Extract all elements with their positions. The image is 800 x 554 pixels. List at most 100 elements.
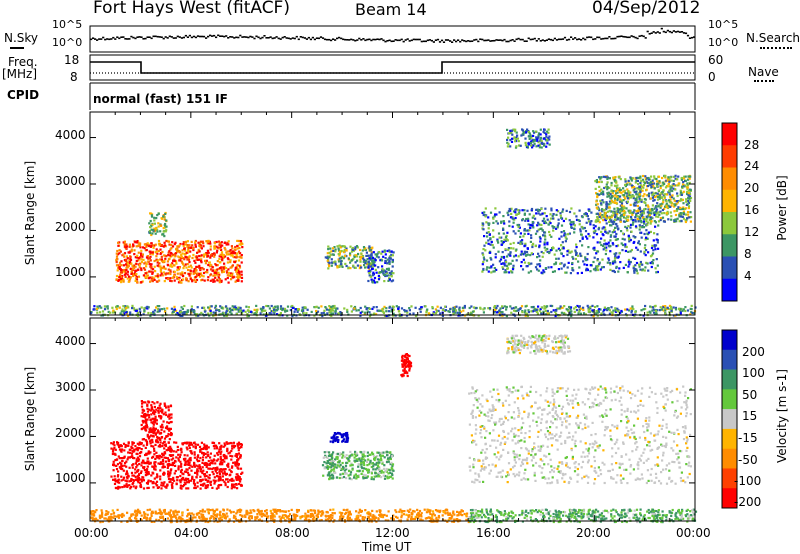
data-cell [584, 212, 587, 215]
data-cell [532, 134, 535, 137]
data-cell [534, 217, 537, 220]
data-cell [566, 253, 569, 256]
data-cell [628, 236, 631, 239]
data-cell [185, 277, 188, 280]
data-cell [230, 458, 233, 461]
data-cell [629, 223, 633, 226]
data-cell [142, 487, 146, 490]
data-cell [620, 191, 623, 194]
data-cell [537, 305, 540, 308]
data-cell [523, 228, 526, 231]
data-cell [327, 245, 330, 248]
data-cell [460, 310, 463, 313]
data-cell [384, 260, 387, 263]
data-cell [650, 265, 653, 269]
data-cell [644, 304, 647, 308]
data-cell [268, 312, 271, 315]
data-cell [488, 233, 491, 236]
data-cell [619, 220, 622, 223]
data-cell [349, 267, 352, 270]
data-cell [565, 271, 568, 274]
data-cell [164, 257, 167, 260]
data-cell [646, 262, 649, 265]
data-cell [153, 278, 156, 281]
data-cell [680, 198, 683, 201]
data-cell [141, 255, 144, 258]
data-cell [144, 272, 147, 275]
data-cell [657, 175, 661, 178]
data-cell [137, 257, 140, 260]
data-cell [197, 250, 200, 253]
data-cell [545, 306, 548, 309]
data-cell [186, 256, 189, 259]
data-cell [519, 253, 522, 256]
data-cell [117, 470, 120, 473]
data-cell [118, 261, 122, 264]
data-cell [673, 199, 676, 202]
data-cell [620, 214, 623, 217]
data-cell [225, 270, 228, 273]
data-cell [555, 249, 558, 252]
data-cell [634, 216, 637, 219]
data-cell [578, 305, 581, 308]
data-cell [494, 207, 497, 210]
data-cell [591, 309, 594, 312]
data-cell [653, 211, 656, 214]
noise-point [455, 40, 458, 43]
data-cell [196, 460, 199, 463]
data-cell [685, 200, 688, 203]
data-cell [492, 263, 495, 266]
data-cell [160, 308, 163, 311]
data-cell [586, 215, 589, 218]
data-cell [523, 229, 526, 232]
data-cell [620, 242, 623, 245]
data-cell [355, 309, 358, 312]
data-cell [543, 144, 546, 147]
data-cell [124, 444, 127, 447]
data-cell [178, 244, 181, 247]
data-cell [535, 208, 538, 211]
data-cell [571, 267, 574, 270]
data-cell [427, 312, 431, 315]
noise-point [471, 40, 474, 42]
data-cell [596, 314, 599, 317]
data-cell [535, 145, 538, 148]
data-cell [624, 243, 627, 246]
data-cell [612, 220, 616, 223]
data-cell [682, 181, 685, 184]
data-cell [487, 227, 490, 230]
data-cell [579, 252, 582, 255]
data-cell [234, 463, 237, 466]
data-cell [541, 212, 544, 215]
noise-point [269, 36, 272, 38]
data-cell [173, 308, 176, 311]
data-cell [390, 310, 393, 313]
data-cell [110, 475, 113, 478]
data-cell [237, 449, 240, 452]
data-cell [522, 258, 525, 261]
data-cell [182, 267, 185, 270]
data-cell [609, 244, 612, 248]
data-cell [601, 191, 604, 194]
data-cell [185, 256, 188, 259]
data-cell [552, 213, 555, 216]
noise-point [376, 38, 379, 40]
data-cell [687, 197, 690, 200]
data-cell [113, 475, 116, 478]
data-cell [368, 272, 371, 275]
data-cell [545, 135, 548, 138]
data-cell [134, 241, 137, 244]
data-cell [635, 214, 638, 217]
data-cell [595, 252, 598, 255]
data-cell [688, 216, 691, 219]
noise-point [352, 39, 355, 41]
data-cell [125, 255, 128, 258]
data-cell [687, 192, 690, 195]
noise-point [182, 36, 185, 39]
data-cell [124, 269, 127, 272]
data-cell [575, 309, 579, 312]
data-cell [138, 266, 141, 269]
data-cell [637, 182, 640, 186]
data-cell [560, 262, 563, 265]
data-cell [146, 305, 149, 308]
